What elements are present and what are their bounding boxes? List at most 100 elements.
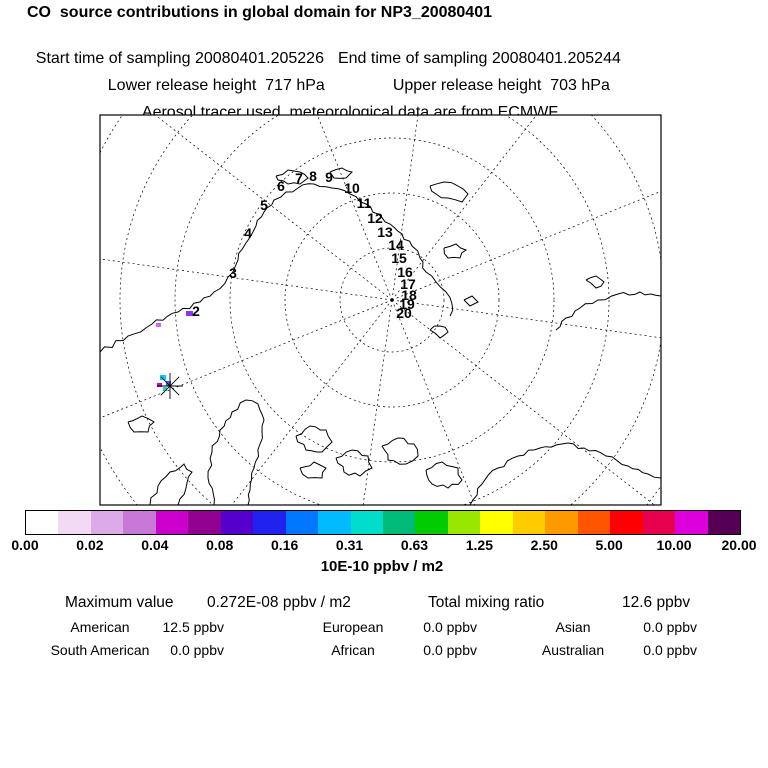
trajectory-point-label: 11 xyxy=(357,195,372,211)
meridian-line xyxy=(100,258,393,301)
colorbar-tick: 0.31 xyxy=(335,537,364,553)
coastline xyxy=(469,442,661,505)
region-label: Asian xyxy=(555,619,591,635)
coastline xyxy=(329,167,353,179)
colorbar-segment xyxy=(90,511,124,534)
trajectory-point-label: 14 xyxy=(388,237,404,253)
latitude-circle xyxy=(284,192,500,408)
region-value: 12.5 ppbv xyxy=(162,619,225,635)
region-stat: European 0.0 ppbv xyxy=(293,619,477,635)
latitude-circle xyxy=(229,137,555,463)
lower-release-text: Lower release height 717 hPa xyxy=(107,77,325,94)
meridian-line xyxy=(391,299,655,505)
coastline xyxy=(585,275,605,289)
trajectory-point-label: 20 xyxy=(396,305,412,321)
concentration-pixel xyxy=(166,381,171,386)
figure-title: CO source contributions in global domain… xyxy=(27,4,492,21)
latitude-circle xyxy=(174,115,610,505)
colorbar-tick: 10.00 xyxy=(656,537,692,553)
concentration-pixel xyxy=(163,387,167,391)
concentration-pixel xyxy=(156,323,161,327)
coastline xyxy=(299,461,327,479)
meridian-line xyxy=(391,115,537,301)
region-value: 0.0 ppbv xyxy=(423,619,477,635)
colorbar-segment xyxy=(253,511,286,534)
trajectory-point-label: 4 xyxy=(244,225,252,241)
meridian-line xyxy=(391,115,419,301)
colorbar-tick: 1.25 xyxy=(465,537,493,553)
trajectory-point-label: 8 xyxy=(309,168,317,184)
meridian-line xyxy=(231,299,393,505)
end-time-text: End time of sampling 20080401.205244 xyxy=(337,50,621,67)
concentration-pixel xyxy=(157,383,162,387)
meridian-line xyxy=(391,299,476,505)
colorbar-segment xyxy=(480,511,513,534)
colorbar-segment xyxy=(675,511,708,534)
colorbar xyxy=(25,510,741,535)
total-mixing-value: 12.6 ppbv xyxy=(622,594,691,611)
meridian-line xyxy=(391,299,661,339)
colorbar-segment xyxy=(285,511,319,534)
region-value: 0.0 ppbv xyxy=(170,642,224,658)
coastline xyxy=(275,169,309,185)
coastline xyxy=(100,187,299,353)
concentration-pixel xyxy=(160,375,166,380)
max-value-text: 0.272E-08 ppbv / m2 xyxy=(207,594,351,611)
coastline xyxy=(335,449,373,477)
trajectory-point-label: 17 xyxy=(400,276,416,292)
sampling-time-line: Start time of sampling 20080401.205226 En… xyxy=(18,32,621,86)
meridian-line xyxy=(362,299,393,505)
coastline xyxy=(297,183,454,317)
colorbar-tick: 0.02 xyxy=(76,537,104,553)
region-stat: South American 0.0 ppbv xyxy=(40,642,224,658)
region-stat: Asian 0.0 ppbv xyxy=(513,619,697,635)
meridian-line xyxy=(391,190,661,301)
coastline xyxy=(429,325,449,339)
coastline xyxy=(207,399,265,505)
colorbar-segment xyxy=(318,511,351,534)
colorbar-segment xyxy=(447,511,481,534)
colorbar-segment xyxy=(512,511,546,534)
meridian-line xyxy=(154,115,393,301)
trajectory-point-label: 2 xyxy=(192,303,200,319)
coastline xyxy=(555,291,661,331)
region-value: 0.0 ppbv xyxy=(643,642,697,658)
colorbar-tick: 0.04 xyxy=(141,537,169,553)
trajectory-point-label: 7 xyxy=(295,170,303,186)
trajectory-point-label: 12 xyxy=(367,210,383,226)
trajectory-point-label: 19 xyxy=(399,296,415,312)
latitude-circle xyxy=(339,247,445,353)
colorbar-tick: 0.00 xyxy=(11,537,39,553)
trajectory-point-label: 10 xyxy=(344,180,360,196)
region-stats-row-1: American 12.5 ppbv European 0.0 ppbv Asian 0.… xyxy=(0,619,768,637)
colorbar-tick: 20.00 xyxy=(721,537,757,553)
trajectory-point-label: 6 xyxy=(277,178,285,194)
colorbar-segment xyxy=(415,511,448,534)
colorbar-segment xyxy=(642,511,676,534)
colorbar-segment xyxy=(382,511,416,534)
region-value: 0.0 ppbv xyxy=(423,642,477,658)
region-stat: American 12.5 ppbv xyxy=(40,619,224,635)
coastline xyxy=(127,415,155,433)
max-value-label: Maximum value xyxy=(65,594,174,611)
colorbar-segment xyxy=(577,511,611,534)
release-height-line: Lower release height 717 hPa Upper releas… xyxy=(90,59,610,113)
meridian-line xyxy=(316,115,393,301)
colorbar-tick: 0.16 xyxy=(271,537,299,553)
start-time-text: Start time of sampling 20080401.205226 xyxy=(35,50,324,67)
colorbar-tick: 0.63 xyxy=(400,537,429,553)
concentration-pixel xyxy=(186,311,193,316)
coastline xyxy=(295,425,333,453)
map-frame xyxy=(99,114,662,506)
region-label: South American xyxy=(50,642,150,658)
map-background xyxy=(100,115,661,505)
meridian-line xyxy=(100,299,393,419)
colorbar-tick: 5.00 xyxy=(595,537,623,553)
trajectory-point-label: 13 xyxy=(377,224,393,240)
trajectory-point-label: 9 xyxy=(325,169,333,185)
colorbar-segment xyxy=(58,511,91,534)
colorbar-tick: 2.50 xyxy=(530,537,558,553)
